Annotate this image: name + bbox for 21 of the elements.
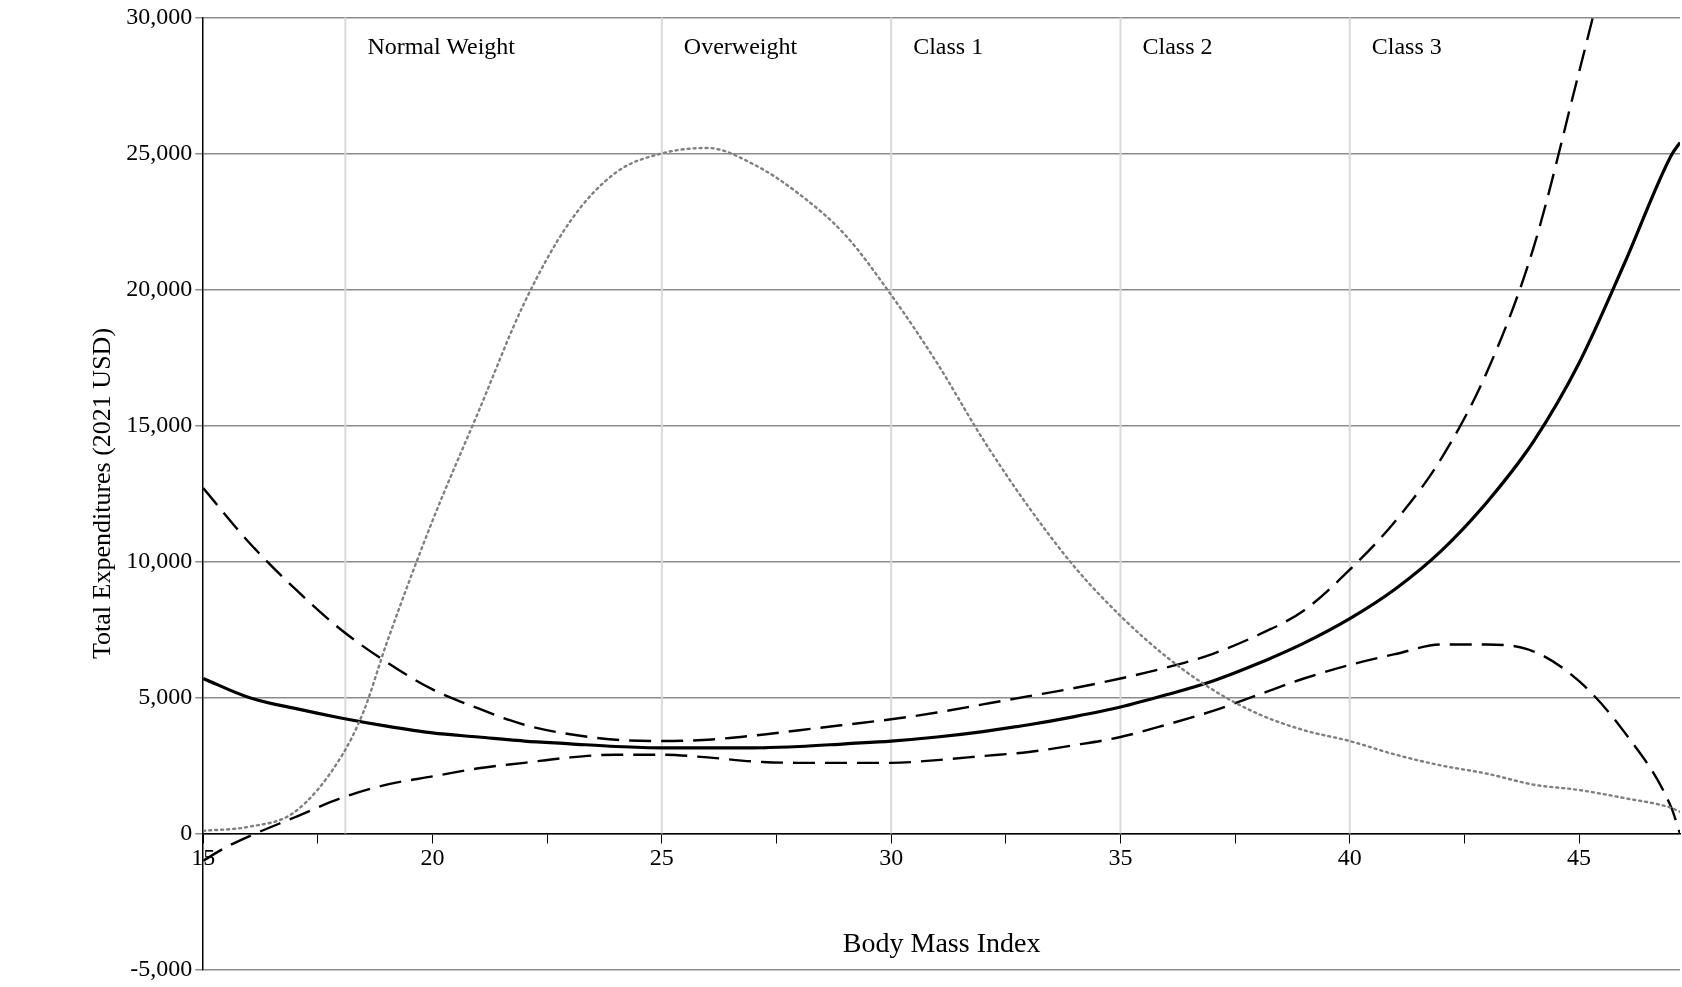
annotation: Class 3 <box>1371 32 1442 59</box>
annotation: Class 2 <box>1142 32 1213 59</box>
y-tick-label: 30,000 <box>126 2 193 29</box>
y-tick-label: 0 <box>180 818 193 845</box>
y-tick-label: 10,000 <box>126 546 193 573</box>
annotation: Overweight <box>683 32 798 59</box>
x-tick-label: 30 <box>879 844 904 871</box>
y-tick-label: 20,000 <box>126 274 193 301</box>
y-tick-label: 25,000 <box>126 138 193 165</box>
y-axis-title: Total Expenditures (2021 USD) <box>87 327 117 660</box>
annotation: Normal Weight <box>367 32 516 59</box>
x-tick-label: 25 <box>649 844 674 871</box>
y-tick-label: -5,000 <box>130 954 193 981</box>
x-tick-label: 40 <box>1337 844 1362 871</box>
annotation: Class 1 <box>913 32 984 59</box>
x-tick-label: 45 <box>1567 844 1592 871</box>
x-tick-label: 20 <box>420 844 445 871</box>
x-axis-title: Body Mass Index <box>842 926 1041 958</box>
x-tick-label: 35 <box>1108 844 1133 871</box>
y-tick-label: 15,000 <box>126 410 193 437</box>
y-tick-label: 5,000 <box>138 682 193 709</box>
